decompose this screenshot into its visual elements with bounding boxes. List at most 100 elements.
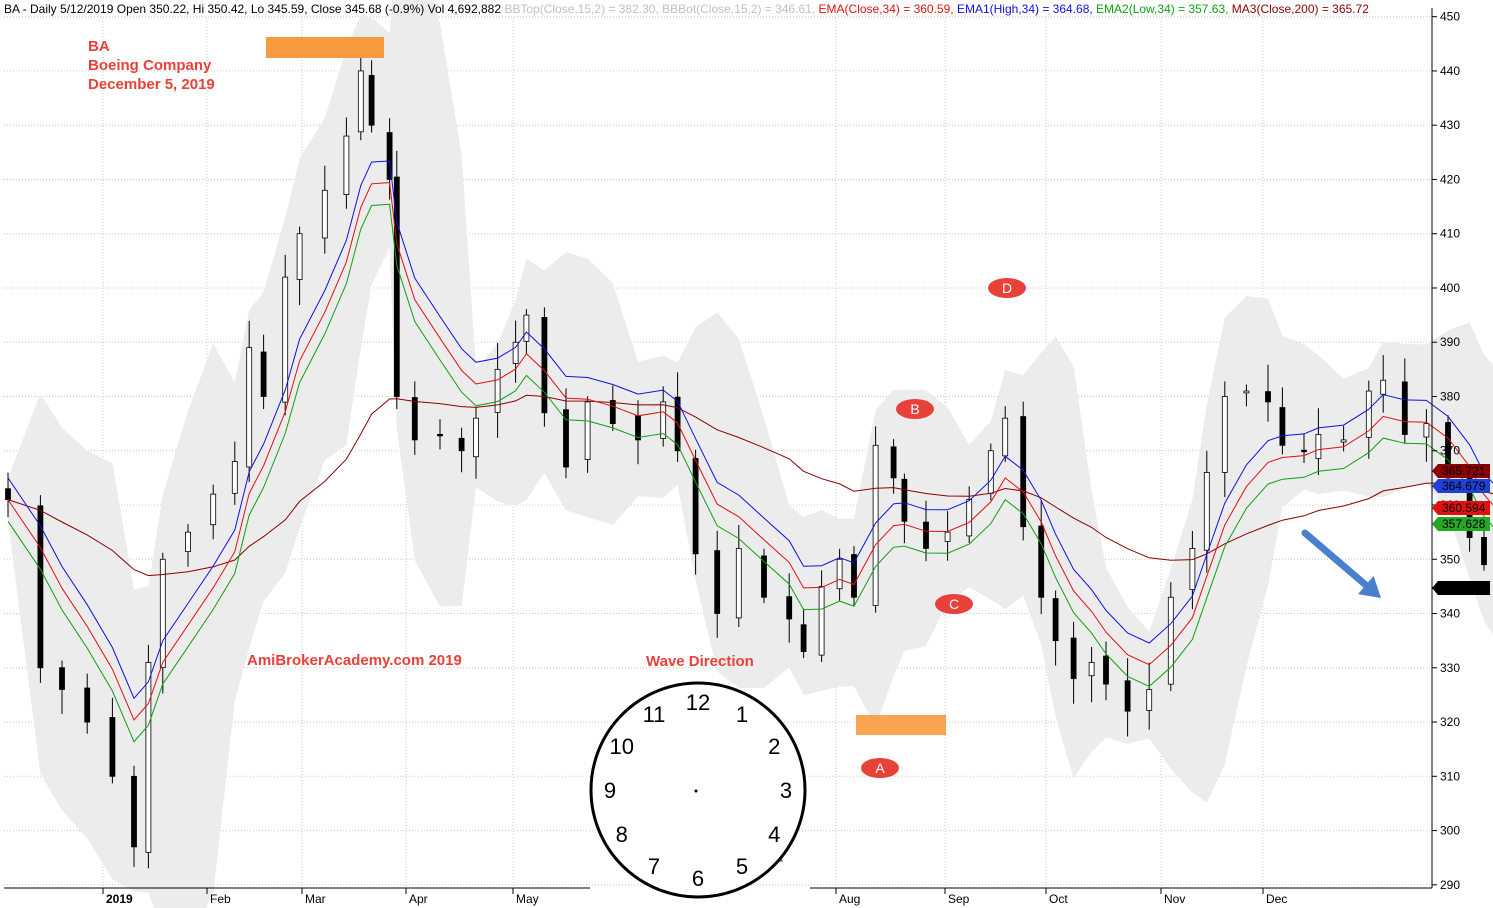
candle-body (761, 555, 767, 598)
candle-body (890, 446, 897, 479)
x-tick-label: Aug (839, 892, 860, 906)
x-tick-label: 2019 (106, 892, 133, 906)
clock-number: 3 (780, 778, 792, 803)
candle-body (437, 433, 443, 437)
clock-center (694, 789, 698, 793)
indicator-lines (7, 160, 1493, 743)
company-label: Boeing Company (88, 57, 212, 74)
candle-body (357, 70, 364, 133)
candle-body (246, 347, 253, 468)
clock-number: 12 (686, 690, 710, 715)
clock-number: 2 (768, 734, 780, 759)
price-tag (1432, 501, 1490, 515)
ema-line (7, 182, 1493, 721)
header-segment: MA3(Close,200) = 365.72 (1232, 2, 1369, 16)
y-tick-label: 350 (1440, 552, 1460, 566)
candle-body (523, 314, 530, 342)
wave-marker-label: D (1002, 280, 1012, 296)
header-segment: BA - Daily 5/12/2019 Open 350.22, Hi 350… (4, 2, 504, 16)
candle-body (231, 461, 238, 494)
price-tag-label: 365.721 (1442, 464, 1486, 478)
wave-marker-label: C (949, 596, 959, 612)
candle-body (393, 176, 400, 397)
candle-body (609, 400, 616, 425)
candle-body (458, 437, 465, 452)
candle-body (1088, 661, 1095, 677)
watermark: AmiBrokerAcademy.com 2019 (247, 652, 462, 669)
candle-body (851, 554, 857, 598)
header-segment: BBBot(Close,15,2) = 346.61, (662, 2, 818, 16)
wave-marker (988, 278, 1026, 298)
y-tick-label: 410 (1440, 227, 1460, 241)
price-tag-label: 360.594 (1442, 501, 1486, 515)
y-tick-label: 390 (1440, 335, 1460, 349)
candle-body (818, 585, 825, 656)
price-tag (1432, 479, 1490, 493)
clock-number: 10 (610, 734, 634, 759)
clock-number: 9 (604, 778, 616, 803)
candle-body (872, 444, 879, 606)
candle-body (660, 401, 667, 439)
wave-marker-label: A (875, 760, 885, 776)
clock-number: 8 (616, 822, 628, 847)
y-tick-label: 420 (1440, 172, 1460, 186)
x-tick-label: Apr (409, 892, 428, 906)
candle-body (1340, 439, 1347, 443)
candle-body (59, 667, 65, 690)
price-tag-label: 357.628 (1442, 517, 1486, 531)
candle-body (343, 135, 350, 195)
candle-body (1423, 423, 1430, 438)
price-tag (1432, 517, 1490, 531)
header-segment: EMA1(High,34) = 364.68, (957, 2, 1096, 16)
candle-body (368, 75, 375, 126)
candle-body (386, 132, 393, 180)
clock-face (589, 681, 807, 899)
candle-body (1301, 449, 1307, 453)
candle-body (1265, 391, 1271, 403)
candle-body (714, 550, 721, 614)
y-tick-label: 450 (1440, 10, 1460, 24)
date-label: December 5, 2019 (88, 76, 215, 93)
candle-body (109, 717, 116, 777)
bollinger-band (8, 0, 1493, 908)
wave-marker (896, 399, 934, 419)
candle-body (1124, 680, 1131, 712)
y-tick-label: 440 (1440, 64, 1460, 78)
price-tag-label: 345.68 (1442, 581, 1479, 595)
candle-body (635, 415, 641, 441)
candle-body (411, 397, 418, 441)
header-segment: BBTop(Close,15,2) = 382.30, (504, 2, 662, 16)
ema2-line (7, 203, 1493, 743)
ema1-line (7, 160, 1493, 700)
candle-body (584, 401, 591, 460)
candle-body (1167, 596, 1174, 685)
candle-body (1146, 689, 1153, 711)
wave-marker (935, 594, 973, 614)
candle-body (1020, 416, 1027, 528)
candle-body (1221, 396, 1228, 473)
candle-body (923, 521, 929, 549)
x-tick-label: Mar (305, 892, 326, 906)
header-info: BA - Daily 5/12/2019 Open 350.22, Hi 350… (4, 2, 1369, 16)
down-arrow (1301, 529, 1370, 589)
y-tick-label: 330 (1440, 661, 1460, 675)
candle-body (1189, 548, 1196, 590)
candle-body (145, 661, 152, 853)
x-tick-label: Feb (210, 892, 231, 906)
candle-body (1070, 637, 1077, 680)
candle-body (210, 493, 217, 526)
ma3-line (7, 394, 1493, 577)
x-tick-label: Dec (1266, 892, 1287, 906)
clock-number: 11 (643, 702, 666, 727)
y-tick-label: 320 (1440, 715, 1460, 729)
high-highlight (266, 37, 384, 58)
header-segment: EMA2(Low,34) = 357.63, (1096, 2, 1232, 16)
header-segment: EMA(Close,34) = 360.59, (819, 2, 957, 16)
bollinger-band-area (8, 0, 1493, 908)
y-axis: 2903003103203303403503603703803904004104… (1431, 8, 1460, 892)
candle-body (296, 233, 303, 280)
clock-number: 7 (648, 854, 660, 879)
